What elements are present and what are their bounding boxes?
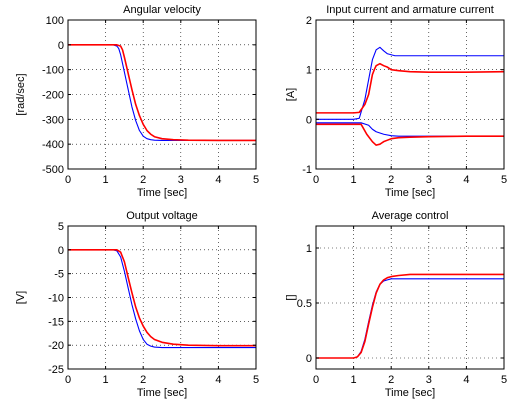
x-tick-label: 2 xyxy=(140,174,146,186)
x-tick-label: 5 xyxy=(253,174,259,186)
series-line-1 xyxy=(68,44,256,141)
x-tick-label: 3 xyxy=(178,174,184,186)
y-tick-label: 0 xyxy=(306,114,312,126)
y-tick-label: 5 xyxy=(58,221,64,233)
y-tick-label: 1 xyxy=(306,65,312,77)
chart-panel-4: 0 1 2 3 4 5 1 0.5 0 Average control Time [sec] [] xyxy=(285,210,507,399)
chart-panel-1: 0 1 2 3 4 5 100 0 -100 -200 -300 -400 -500 Angular ve… xyxy=(15,4,259,199)
x-axis-label: Time [sec] xyxy=(385,187,435,199)
x-axis-label: Time [sec] xyxy=(137,387,187,399)
y-tick-label: -500 xyxy=(42,164,64,176)
x-tick-label: 1 xyxy=(351,174,357,186)
series-line-2 xyxy=(316,122,504,137)
y-tick-label: -100 xyxy=(42,65,64,77)
y-tick-label: 0 xyxy=(58,245,64,257)
plot-area xyxy=(316,226,504,369)
x-tick-label: 0 xyxy=(313,374,319,386)
x-tick-label: 2 xyxy=(388,374,394,386)
chart-panel-3: 0 1 2 3 4 5 5 0 -5 -10 -15 -20 -25 Output voltage Time… xyxy=(15,210,259,399)
x-tick-label: 3 xyxy=(426,174,432,186)
x-axis-label: Time [sec] xyxy=(385,387,435,399)
y-axis-label: [A] xyxy=(285,88,297,101)
x-tick-label: 0 xyxy=(313,174,319,186)
x-tick-label: 1 xyxy=(103,174,109,186)
y-tick-label: -25 xyxy=(48,364,64,376)
x-tick-label: 5 xyxy=(253,374,259,386)
x-tick-label: 0 xyxy=(65,374,71,386)
x-tick-label: 3 xyxy=(178,374,184,386)
x-tick-label: 3 xyxy=(426,374,432,386)
y-tick-label: 100 xyxy=(46,15,64,27)
x-tick-label: 5 xyxy=(501,174,507,186)
x-tick-label: 1 xyxy=(351,374,357,386)
x-axis-label: Time [sec] xyxy=(137,187,187,199)
chart-title: Angular velocity xyxy=(123,4,201,16)
y-tick-label: -200 xyxy=(42,90,64,102)
x-tick-label: 1 xyxy=(103,374,109,386)
series-line-2 xyxy=(316,273,504,359)
y-tick-label: 1 xyxy=(306,243,312,255)
y-axis-label: [V] xyxy=(15,291,27,304)
y-axis-label: [rad/sec] xyxy=(15,73,27,115)
chart-title: Output voltage xyxy=(126,210,198,222)
x-tick-label: 4 xyxy=(463,374,469,386)
chart-title: Average control xyxy=(372,210,449,222)
y-tick-label: 2 xyxy=(306,15,312,27)
y-tick-label: -10 xyxy=(48,293,64,305)
x-tick-label: 0 xyxy=(65,174,71,186)
x-tick-label: 5 xyxy=(501,374,507,386)
chart-title: Input current and armature current xyxy=(326,4,494,16)
axes-box xyxy=(315,225,505,370)
y-tick-label: 0.5 xyxy=(297,298,312,310)
x-tick-label: 2 xyxy=(388,174,394,186)
series-line-1 xyxy=(316,46,504,120)
x-tick-label: 4 xyxy=(215,374,221,386)
y-tick-label: -15 xyxy=(48,316,64,328)
y-axis-label: [] xyxy=(285,294,297,300)
series-line-3 xyxy=(316,62,505,114)
x-tick-label: 4 xyxy=(463,174,469,186)
series-line-2 xyxy=(68,249,256,347)
y-tick-label: -20 xyxy=(48,340,64,352)
series-line-1 xyxy=(68,249,256,349)
y-tick-label: -400 xyxy=(42,139,64,151)
plot-area xyxy=(316,20,504,169)
x-tick-label: 2 xyxy=(140,374,146,386)
series-line-2 xyxy=(68,44,256,142)
y-tick-label: -1 xyxy=(302,164,312,176)
x-tick-label: 4 xyxy=(215,174,221,186)
axes-box xyxy=(315,19,505,170)
y-tick-label: 0 xyxy=(306,353,312,365)
series-line-4 xyxy=(316,123,504,146)
y-tick-label: -5 xyxy=(54,269,64,281)
y-tick-label: 0 xyxy=(58,40,64,52)
y-tick-label: -300 xyxy=(42,114,64,126)
